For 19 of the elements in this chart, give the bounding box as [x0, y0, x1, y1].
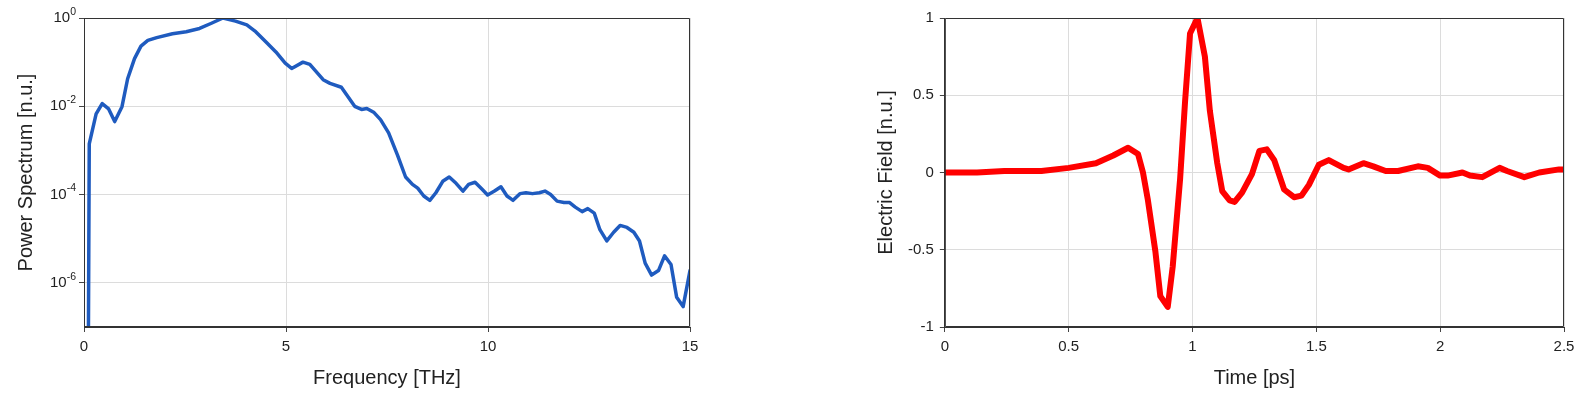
y-axis-title: Electric Field [n.u.] — [873, 90, 896, 255]
x-tick-label: 0 — [79, 337, 89, 355]
y-tick-label: 0 — [925, 162, 934, 180]
x-tick-label: 0.5 — [1058, 337, 1080, 355]
x-tick-label: 2 — [1436, 337, 1445, 355]
y-tick-label: -0.5 — [907, 239, 934, 257]
x-tick-label: 1.5 — [1305, 337, 1327, 355]
y-axis-title: Power Spectrum [n.u.] — [13, 73, 36, 272]
y-tick-label: 1 — [925, 8, 934, 26]
x-tick-label: 5 — [281, 337, 291, 355]
x-tick-label: 2.5 — [1553, 337, 1575, 355]
x-tick-label: 0 — [940, 337, 950, 355]
y-tick-label: -1 — [920, 317, 934, 335]
x-tick-label: 1 — [1188, 337, 1197, 355]
x-axis-title: Frequency [THz] — [313, 365, 461, 388]
x-axis-title: Time [ps] — [1213, 365, 1296, 388]
x-tick-label: 15 — [681, 337, 699, 355]
y-tick-label: 0.5 — [912, 85, 934, 103]
x-tick-label: 10 — [479, 337, 497, 355]
